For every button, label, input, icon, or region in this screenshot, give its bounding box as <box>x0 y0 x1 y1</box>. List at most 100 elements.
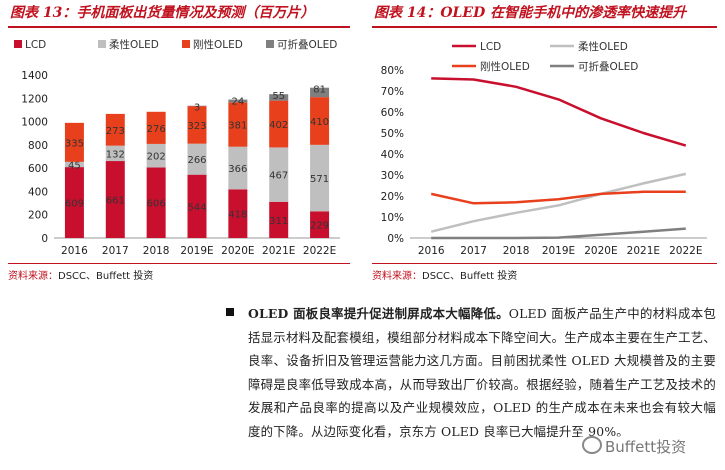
y-tick-label: 10% <box>381 212 404 224</box>
legend-label: 柔性OLED <box>578 40 628 53</box>
legend-label: 可折叠OLED <box>277 38 337 51</box>
legend-label: 刚性OLED <box>480 60 530 73</box>
data-label: 55 <box>272 91 285 102</box>
y-tick-label: 800 <box>28 140 48 152</box>
bar-segment <box>228 102 248 147</box>
data-label: 323 <box>187 121 206 132</box>
x-tick-label: 2018 <box>143 245 170 257</box>
bullet-marker <box>226 308 234 316</box>
legend-swatch <box>98 40 106 48</box>
y-tick-label: 70% <box>381 86 404 98</box>
data-label: 202 <box>147 152 166 163</box>
penetration-line-chart: LCD 柔性OLED 刚性OLED 可折叠OLED 0% 10% 20% 30% 40% 50% 6… <box>381 40 707 257</box>
y-tick-label: 60% <box>381 107 404 119</box>
body-paragraph: OLED 面板良率提升促进制屏成本大幅降低。OLED 面板产品生产中的材料成本包… <box>248 302 716 443</box>
data-label: 229 <box>310 221 329 232</box>
series-line <box>431 77 687 147</box>
legend-swatch <box>14 40 22 48</box>
data-label: 366 <box>228 164 247 175</box>
bar-segment <box>105 161 125 238</box>
bar-segment <box>269 94 289 101</box>
bar-segment <box>187 105 207 107</box>
x-tick-label: 2022E <box>669 245 702 257</box>
bar-segment <box>310 144 330 212</box>
bar-segment <box>146 143 166 168</box>
y-tick-label: 0% <box>387 233 404 245</box>
y-tick-label: 400 <box>28 186 48 198</box>
bar-segment <box>105 145 125 162</box>
figure-14: 图表 14：OLED 在智能手机中的渗透率快速提升 LCD 柔性OLED 刚性OLE… <box>372 0 717 285</box>
y-tick-label: 1000 <box>21 117 48 129</box>
wechat-icon <box>582 436 602 454</box>
bar-segment <box>105 113 125 146</box>
bar-segment <box>269 147 289 202</box>
y-tick-label: 80% <box>381 65 404 77</box>
data-label: 609 <box>65 199 84 210</box>
source-text: DSCC、Buffett 投资 <box>58 271 154 282</box>
data-label: 402 <box>269 120 288 131</box>
bar-segment <box>187 143 207 175</box>
x-tick-label: 2020E <box>584 245 617 257</box>
source-text: DSCC、Buffett 投资 <box>422 271 518 282</box>
data-label: 410 <box>310 117 329 128</box>
data-label: 266 <box>187 155 206 166</box>
figure-13-source: 资料来源：DSCC、Buffett 投资 <box>8 263 350 282</box>
x-tick-label: 2019E <box>180 245 213 257</box>
data-label: 311 <box>269 216 288 227</box>
y-tick-label: 40% <box>381 149 404 161</box>
series-line <box>430 172 687 233</box>
data-label: 45 <box>68 160 81 171</box>
x-tick-label: 2022E <box>303 245 336 257</box>
watermark-text: Buffett投资 <box>605 438 687 456</box>
figure-14-source: 资料来源：DSCC、Buffett 投资 <box>372 263 717 282</box>
bar-segment <box>228 146 248 190</box>
figure-14-title: 图表 14：OLED 在智能手机中的渗透率快速提升 <box>372 0 717 28</box>
legend-label: LCD <box>25 39 46 51</box>
legend-label: 柔性OLED <box>109 38 159 51</box>
bar-segment <box>187 106 207 144</box>
bar-segment <box>269 100 289 148</box>
bar-segment <box>146 111 166 144</box>
y-tick-label: 600 <box>28 163 48 175</box>
paragraph-body: OLED 面板产品生产中的材料成本包括显示材料及配套模组，模组部分材料成本下降空… <box>248 306 716 439</box>
y-tick-label: 0 <box>41 233 48 245</box>
figure-13: 图表 13：手机面板出货量情况及预测（百万片） LCD 柔性OLED 刚性OLED 可… <box>8 0 350 285</box>
data-label: 132 <box>106 149 125 160</box>
y-tick-label: 20% <box>381 191 404 203</box>
x-tick-label: 2020E <box>221 245 254 257</box>
data-label: 3 <box>194 103 200 114</box>
bar-segment <box>269 201 289 238</box>
data-label: 381 <box>228 121 247 132</box>
bar-segment <box>310 211 330 238</box>
x-tick-label: 2017 <box>102 245 129 257</box>
legend-swatch <box>182 40 190 48</box>
bar-segment <box>310 87 330 98</box>
series-line <box>431 227 686 240</box>
source-label: 资料来源： <box>372 271 422 282</box>
bar-segment <box>146 167 166 238</box>
y-tick-label: 200 <box>28 210 48 222</box>
legend-label: LCD <box>480 41 501 53</box>
x-tick-label: 2017 <box>460 245 487 257</box>
bar-segment <box>228 99 248 103</box>
legend-label: 可折叠OLED <box>578 60 638 73</box>
data-label: 276 <box>147 124 166 135</box>
x-tick-label: 2021E <box>627 245 660 257</box>
data-label: 661 <box>106 196 125 207</box>
watermark: Buffett投资 <box>578 436 691 457</box>
bar-segment <box>64 167 84 238</box>
bar-segment <box>187 174 207 238</box>
legend-swatch <box>266 40 274 48</box>
data-label: 606 <box>147 199 166 210</box>
paragraph-lead: OLED 面板良率提升促进制屏成本大幅降低。 <box>248 306 509 321</box>
x-tick-label: 2016 <box>418 245 445 257</box>
bar-segment <box>64 122 84 162</box>
figure-13-title: 图表 13：手机面板出货量情况及预测（百万片） <box>8 0 350 28</box>
data-label: 24 <box>231 97 244 108</box>
data-label: 335 <box>65 138 84 149</box>
y-tick-label: 1200 <box>21 93 48 105</box>
data-label: 273 <box>106 126 125 137</box>
data-label: 544 <box>187 202 206 213</box>
source-label: 资料来源： <box>8 271 58 282</box>
data-label: 418 <box>228 210 247 221</box>
